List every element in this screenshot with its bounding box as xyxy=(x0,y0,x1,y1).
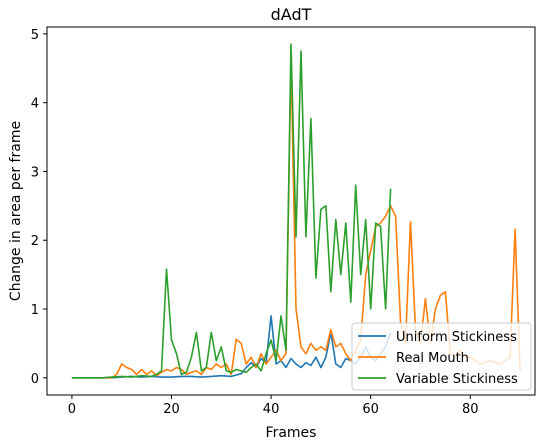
y-tick-label: 1 xyxy=(31,303,39,318)
x-tick-label: 40 xyxy=(263,402,280,417)
x-tick-label: 60 xyxy=(362,402,379,417)
legend-label-0: Uniform Stickiness xyxy=(396,330,517,345)
y-axis: 0 1 2 3 4 5 xyxy=(31,28,47,387)
y-axis-label: Change in area per frame xyxy=(8,121,24,301)
x-tick-label: 20 xyxy=(163,402,180,417)
chart-title: dAdT xyxy=(271,5,312,24)
y-tick-label: 5 xyxy=(31,28,39,43)
x-axis: 0 20 40 60 80 xyxy=(68,395,479,417)
y-tick-label: 4 xyxy=(31,97,39,112)
legend-label-2: Variable Stickiness xyxy=(396,372,518,387)
legend-box xyxy=(351,322,532,391)
series-line-2 xyxy=(71,43,392,379)
x-tick-label: 80 xyxy=(462,402,479,417)
y-tick-label: 0 xyxy=(31,372,39,387)
y-tick-label: 2 xyxy=(31,234,39,249)
legend: Uniform Stickiness Real Mouth Variable Sti… xyxy=(351,322,532,391)
x-tick-label: 0 xyxy=(68,402,76,417)
legend-label-1: Real Mouth xyxy=(396,351,469,366)
x-axis-label: Frames xyxy=(266,425,317,441)
plot-frame xyxy=(46,26,536,396)
y-tick-label: 3 xyxy=(31,165,39,180)
